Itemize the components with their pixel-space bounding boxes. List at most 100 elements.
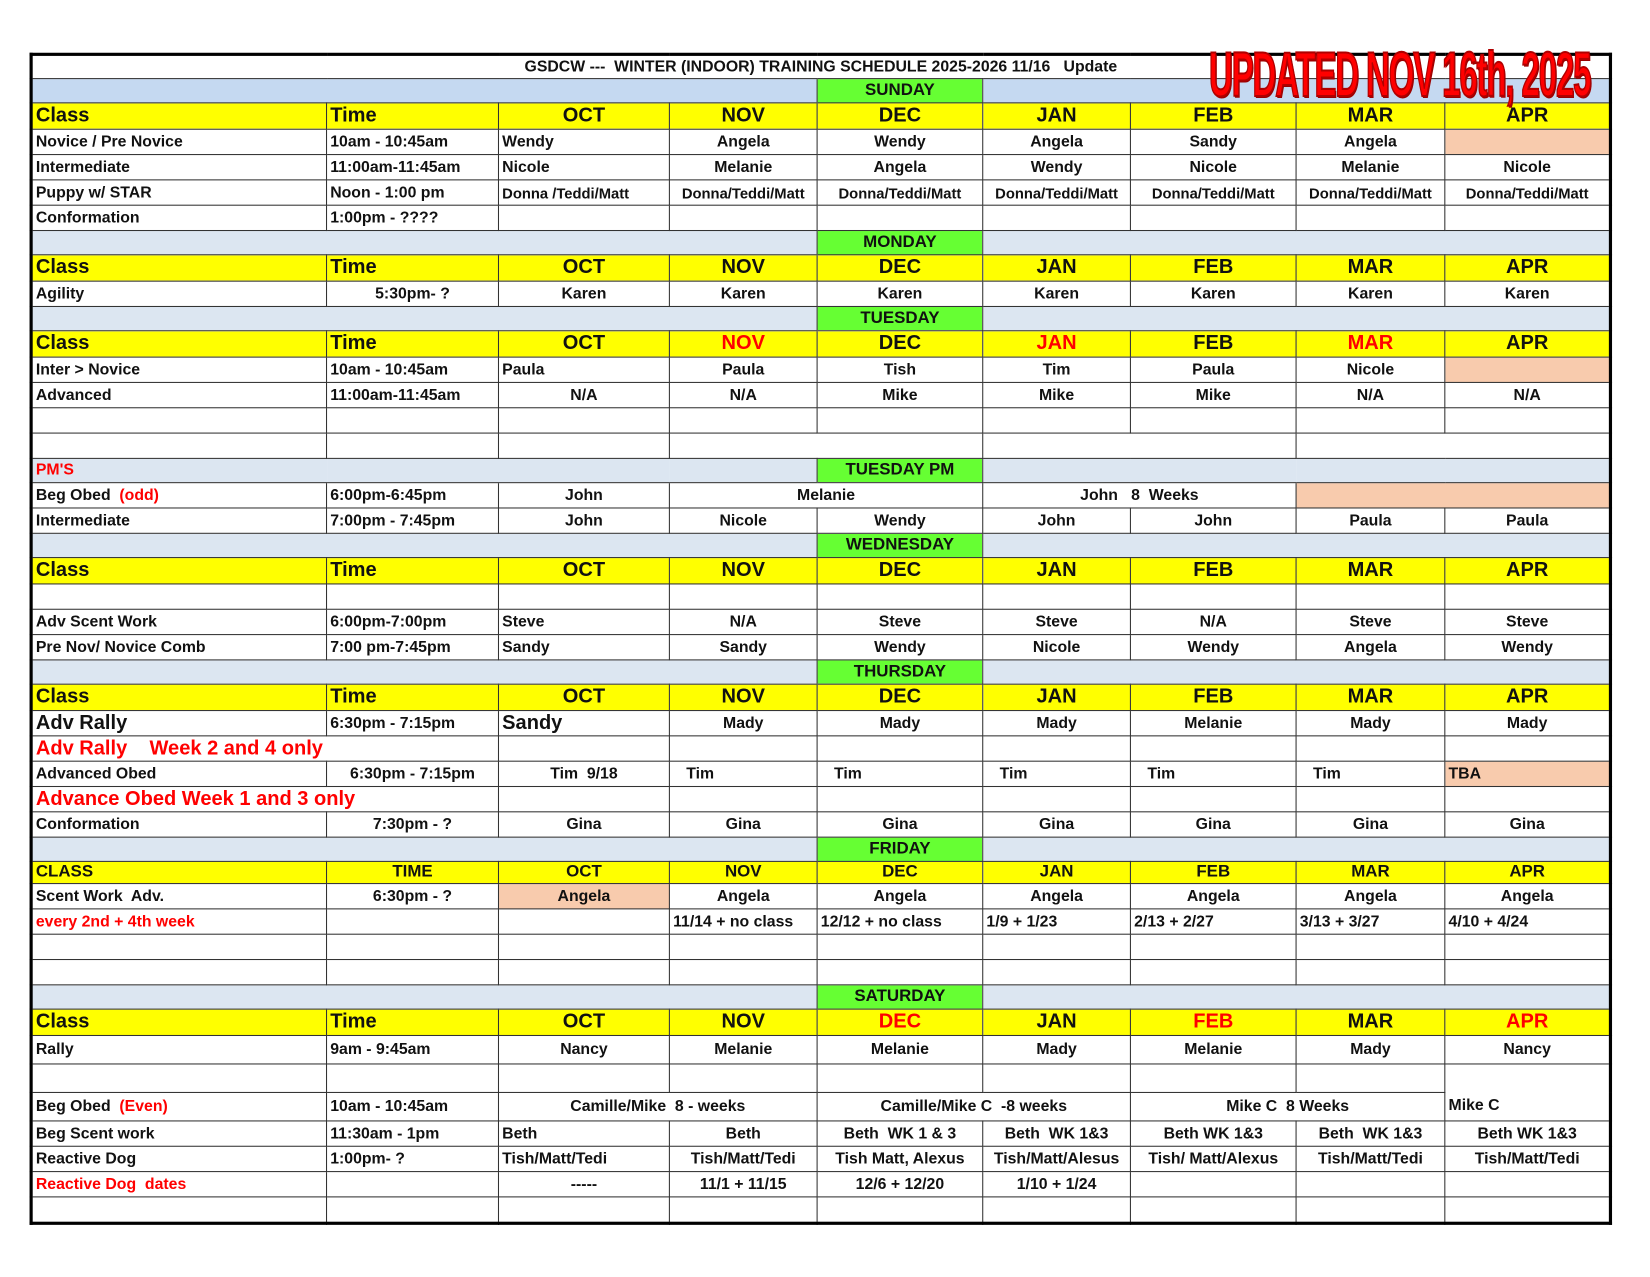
cell-text: Inter > Novice — [35, 360, 141, 379]
cell-text: Agility — [35, 284, 85, 303]
cell-text: Rally — [35, 1040, 74, 1059]
cell-text: TBA — [1448, 764, 1482, 783]
cell-time: 5:30pm- ? — [325, 280, 500, 308]
cell-feb — [1129, 407, 1297, 434]
cell-text: JAN — [1036, 559, 1077, 582]
cell-text: N/A — [1513, 385, 1541, 404]
cell-feb — [1129, 933, 1297, 961]
cell-text: Angela — [1030, 886, 1083, 905]
cell-text: N/A — [570, 385, 598, 404]
cell-oct — [498, 457, 670, 484]
cell-text: Tish — [883, 360, 917, 379]
cell-text: Nicole — [1189, 157, 1237, 176]
cell-text: MAR — [1347, 104, 1394, 127]
table-row: Advanced Obed 6:30pm - 7:15pm Tim 9/18 Tim… — [30, 760, 1612, 788]
cell-text: Paula — [1506, 511, 1549, 530]
cell-text: Angela — [1186, 886, 1240, 905]
cell-mar: Karen — [1295, 280, 1446, 308]
cell-text: Advance Obed Week 1 and 3 only — [35, 787, 356, 810]
cell-class: Conformation — [30, 811, 328, 838]
cell-text: Gina — [566, 814, 602, 833]
cell-oct: Nicole — [497, 154, 670, 181]
cell-text: 2/13 + 2/27 — [1134, 912, 1214, 930]
cell-text: Karen — [1190, 284, 1236, 303]
cell-feb: 2/13 + 2/27 — [1129, 908, 1297, 935]
cell-text: MAR — [1351, 862, 1390, 881]
cell-oct: Beth — [497, 1120, 670, 1147]
cell-apr — [1444, 1171, 1612, 1198]
day-label: SATURDAY — [816, 984, 984, 1010]
cell-text: N/A — [1356, 385, 1385, 404]
header-time: TIME — [325, 860, 500, 885]
cell-apr — [1444, 356, 1612, 383]
cell-time — [325, 407, 500, 434]
header-jan: JAN — [982, 683, 1131, 712]
column-header-row: CLASS TIME OCT NOV DEC JAN FEB MAR APR — [30, 860, 1612, 885]
cell-time — [325, 1196, 500, 1224]
cell-class — [30, 583, 328, 610]
cell-jan — [982, 204, 1131, 232]
cell-text: Sandy — [1189, 132, 1237, 151]
cell-oct — [497, 204, 670, 232]
cell-mar: Tish/Matt/Tedi — [1295, 1145, 1446, 1173]
cell-mar — [1295, 1171, 1446, 1198]
cell-text: every 2nd + 4th week — [35, 912, 195, 930]
cell-text: Donna/Teddi/Matt — [1465, 184, 1589, 201]
cell-text: NOV — [721, 256, 765, 279]
header-class: Class — [30, 330, 328, 358]
cell-feb: John — [1129, 507, 1297, 534]
cell-jan: Gina — [982, 811, 1131, 838]
cell-text: APR — [1505, 104, 1549, 127]
cell-text: Advanced Obed — [35, 764, 157, 783]
cell-text: Tish/Matt/Tedi — [690, 1149, 796, 1168]
sub-band-row: PM'S TUESDAY PM — [31, 457, 1611, 484]
cell-text: DEC — [878, 104, 922, 127]
cell-text: Reactive Dog — [35, 1149, 137, 1168]
table-row: Mike C — [30, 1063, 1612, 1122]
cell-class: Conformation — [30, 204, 328, 232]
cell-text: Donna/Teddi/Matt — [838, 184, 962, 201]
cell-text: FEB — [1193, 332, 1234, 355]
cell-text: 7:00 pm-7:45pm — [330, 637, 451, 656]
cell-text: Karen — [877, 284, 923, 303]
day-band-monday: MONDAY — [31, 229, 1611, 256]
cell-text: Angela — [557, 886, 611, 905]
cell-text: Tish/Matt/Tedi — [502, 1149, 608, 1168]
cell-nov: Angela — [668, 883, 818, 910]
cell-feb: Melanie — [1129, 1034, 1297, 1065]
cell-text: Gina — [1352, 814, 1389, 833]
cell-text: Puppy w/ STAR — [35, 183, 152, 201]
cell-text: PM'S — [35, 461, 74, 479]
cell-jan — [982, 933, 1131, 961]
cell-text: Wendy — [1187, 637, 1240, 656]
cell-apr: Mady — [1444, 710, 1612, 737]
cell-feb — [1129, 785, 1297, 813]
cell-text: JAN — [1036, 256, 1077, 279]
cell-text: 7:30pm - ? — [372, 814, 453, 833]
cell-text: Noon - 1:00 pm — [330, 183, 445, 201]
cell-nov: Tish/Matt/Tedi — [668, 1145, 818, 1173]
cell-text: Intermediate — [35, 511, 130, 530]
cell-apr: Mike C — [1444, 1063, 1612, 1122]
cell-dec: Wendy — [816, 507, 984, 534]
cell-mar — [1295, 583, 1446, 610]
cell-text: Conformation — [35, 814, 140, 833]
header-feb: FEB — [1129, 1008, 1297, 1037]
header-class: Class — [30, 254, 328, 282]
cell-dec: TUESDAY PM — [816, 457, 984, 484]
day-label: FRIDAY — [816, 836, 984, 862]
cell-text: NOV — [721, 685, 765, 708]
cell-nov — [668, 1196, 818, 1224]
cell-text: Melanie — [1341, 157, 1400, 176]
cell-feb: Paula — [1129, 356, 1297, 383]
cell-dec — [816, 785, 984, 813]
cell-text: 6:00pm-7:00pm — [330, 612, 447, 631]
header-apr: APR — [1444, 1008, 1612, 1037]
cell-text: Steve — [502, 612, 545, 631]
cell-dec: Donna/Teddi/Matt — [816, 179, 984, 206]
cell-text: Time — [330, 685, 377, 708]
cell-text: Class — [35, 332, 90, 355]
cell-dec: Melanie — [816, 1034, 984, 1065]
cell-text: Beth WK 1&3 — [1318, 1124, 1423, 1143]
cell-text: 11/14 + no class — [673, 912, 794, 930]
